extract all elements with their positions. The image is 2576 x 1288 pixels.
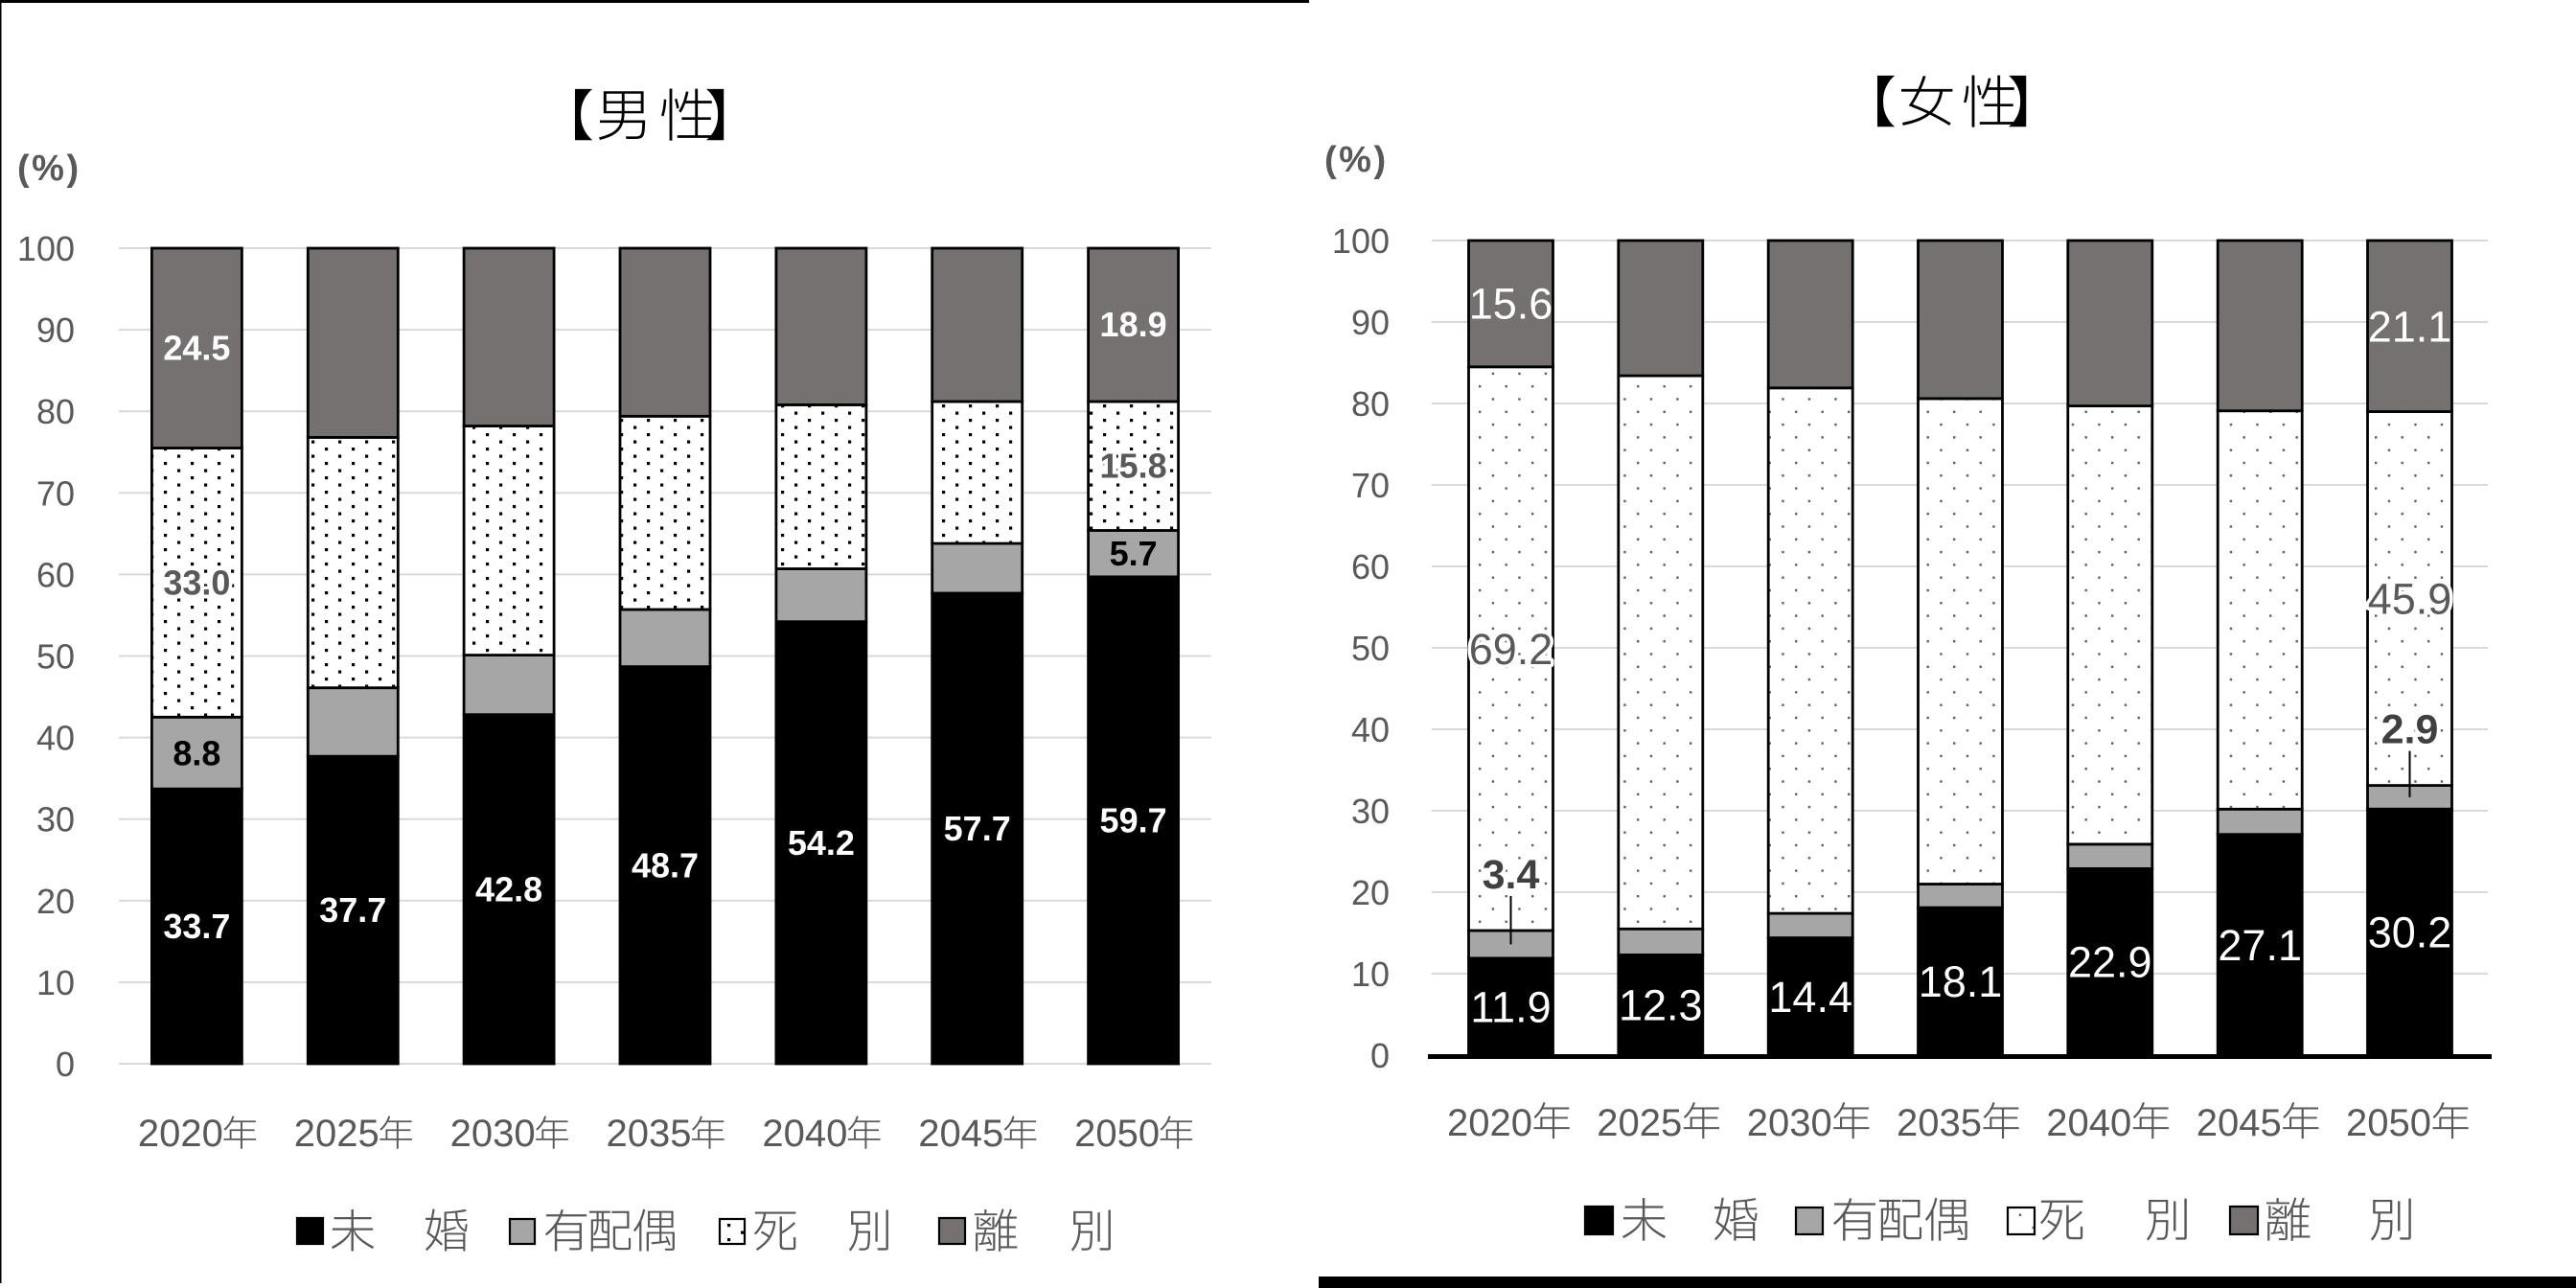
svg-text:33.7: 33.7 (163, 907, 230, 946)
svg-text:90: 90 (1351, 303, 1390, 342)
svg-text:2045: 2045 (2196, 1102, 2282, 1144)
svg-text:100: 100 (17, 229, 75, 268)
svg-text:10: 10 (36, 963, 75, 1002)
svg-text:60: 60 (36, 555, 75, 594)
svg-text:80: 80 (1351, 384, 1390, 424)
svg-text:12.3: 12.3 (1619, 981, 1703, 1030)
svg-text:3.4: 3.4 (1483, 852, 1540, 898)
svg-text:2.9: 2.9 (2381, 707, 2439, 753)
svg-text:57.7: 57.7 (944, 809, 1011, 848)
svg-text:2030: 2030 (1747, 1102, 1832, 1144)
svg-text:0: 0 (56, 1045, 75, 1084)
svg-text:80: 80 (36, 392, 75, 431)
svg-text:15.8: 15.8 (1100, 447, 1167, 486)
svg-text:22.9: 22.9 (2068, 938, 2152, 987)
svg-text:50: 50 (36, 637, 75, 677)
svg-text:2045: 2045 (918, 1113, 1003, 1155)
svg-text:20: 20 (36, 882, 75, 921)
svg-text:40: 40 (36, 719, 75, 758)
svg-text:18.1: 18.1 (1919, 957, 2003, 1006)
svg-text:45.9: 45.9 (2368, 575, 2452, 624)
svg-text:20: 20 (1351, 873, 1390, 912)
svg-text:30: 30 (1351, 792, 1390, 831)
svg-text:2035: 2035 (1897, 1102, 1982, 1144)
svg-text:8.8: 8.8 (172, 733, 220, 772)
svg-text:2025: 2025 (294, 1113, 380, 1155)
svg-text:2030: 2030 (450, 1113, 536, 1155)
svg-text:33.0: 33.0 (163, 563, 230, 602)
svg-text:11.9: 11.9 (1470, 982, 1551, 1031)
svg-text:27.1: 27.1 (2218, 921, 2302, 970)
svg-text:18.9: 18.9 (1100, 305, 1167, 344)
svg-text:30: 30 (36, 800, 75, 840)
svg-text:14.4: 14.4 (1768, 973, 1852, 1022)
svg-text:2050: 2050 (1074, 1113, 1160, 1155)
svg-text:2040: 2040 (2046, 1102, 2131, 1144)
svg-text:54.2: 54.2 (788, 823, 855, 862)
svg-text:2035: 2035 (607, 1113, 692, 1155)
svg-text:(%): (%) (1324, 140, 1389, 180)
svg-text:70: 70 (36, 473, 75, 513)
svg-text:2040: 2040 (762, 1113, 847, 1155)
svg-text:10: 10 (1351, 954, 1390, 994)
svg-text:0: 0 (1370, 1036, 1390, 1075)
svg-text:5.7: 5.7 (1110, 534, 1158, 573)
svg-text:2025: 2025 (1597, 1102, 1682, 1144)
svg-text:40: 40 (1351, 710, 1390, 749)
svg-text:70: 70 (1351, 466, 1390, 505)
svg-text:59.7: 59.7 (1100, 801, 1167, 840)
svg-text:60: 60 (1351, 547, 1390, 586)
svg-text:30.2: 30.2 (2368, 908, 2452, 957)
svg-text:(%): (%) (17, 149, 81, 189)
svg-text:2050: 2050 (2346, 1102, 2431, 1144)
svg-text:48.7: 48.7 (632, 845, 699, 885)
svg-text:2020: 2020 (138, 1113, 223, 1155)
svg-text:90: 90 (36, 310, 75, 350)
svg-text:2020: 2020 (1447, 1102, 1532, 1144)
svg-text:69.2: 69.2 (1469, 625, 1553, 674)
svg-text:50: 50 (1351, 629, 1390, 668)
svg-text:15.6: 15.6 (1469, 280, 1553, 329)
svg-text:42.8: 42.8 (475, 869, 542, 908)
svg-text:21.1: 21.1 (2368, 303, 2452, 352)
svg-text:24.5: 24.5 (163, 329, 230, 368)
svg-text:37.7: 37.7 (319, 890, 386, 930)
svg-text:100: 100 (1332, 221, 1390, 261)
